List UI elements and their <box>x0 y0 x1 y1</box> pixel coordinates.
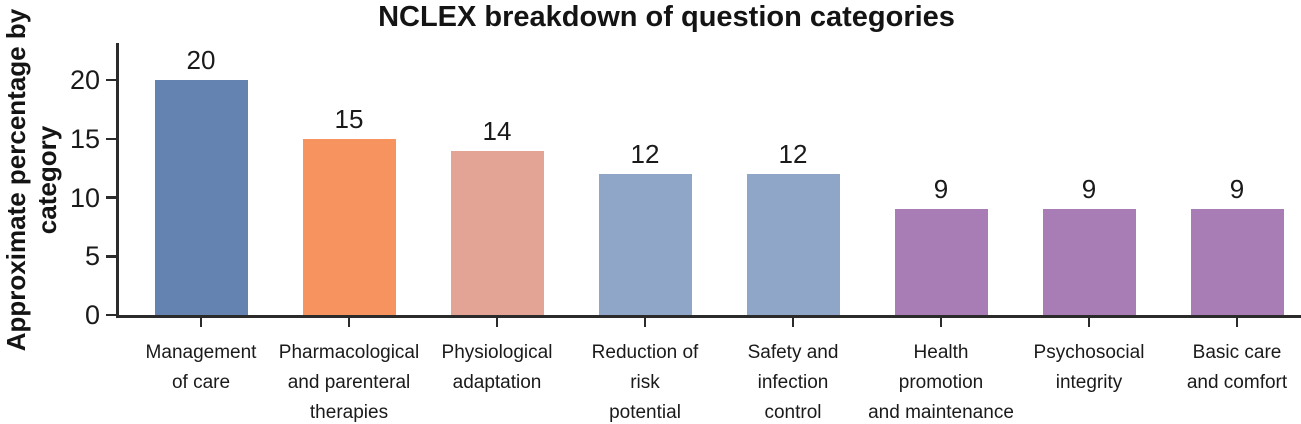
y-tick-label: 10 <box>69 182 100 213</box>
x-category-label: Basic care and comfort <box>1155 338 1301 398</box>
y-tick-mark <box>106 137 116 140</box>
bar <box>302 138 396 315</box>
x-category-label-line: risk <box>630 372 660 393</box>
x-category-label-line: Safety and <box>747 342 839 363</box>
x-category-label-line: of care <box>171 372 231 393</box>
bar-value-label: 9 <box>1229 174 1245 205</box>
x-category-label-line: promotion <box>898 372 984 393</box>
bar-value-label: 12 <box>778 139 808 169</box>
y-tick-label: 15 <box>69 123 100 154</box>
bar-value-label: 9 <box>1081 174 1097 205</box>
x-category-label-line: integrity <box>1055 372 1123 393</box>
x-category-label-line: potential <box>609 402 681 423</box>
x-category-label-line: and maintenance <box>868 402 1014 423</box>
y-tick-label: 0 <box>84 300 100 330</box>
bar-value-label: 9 <box>933 174 949 205</box>
x-category-label-line: adaptation <box>452 372 542 393</box>
x-category-label: Pharmacological and parenteral therapies <box>267 338 431 424</box>
bar-value-label: 14 <box>482 115 512 146</box>
x-category-label: Reduction of risk potential <box>563 338 727 424</box>
bar <box>746 174 840 315</box>
y-tick-mark <box>106 313 116 317</box>
y-tick-label: 5 <box>84 241 100 272</box>
x-axis-line <box>116 315 1301 318</box>
bar-value-label: 12 <box>630 139 660 169</box>
y-tick-mark <box>106 196 116 199</box>
x-category-label-line: Basic care <box>1192 342 1282 363</box>
x-category-label-line: Health <box>913 342 969 363</box>
bar <box>154 80 248 315</box>
x-category-label-line: Physiological <box>441 342 553 363</box>
x-category-label-line: Management <box>145 342 257 363</box>
x-tick-mark <box>791 317 795 327</box>
bar <box>894 209 988 315</box>
bar-value-label: 20 <box>186 45 216 75</box>
x-category-label-line: Psychosocial <box>1033 342 1145 363</box>
bar <box>598 174 692 315</box>
x-tick-mark <box>495 317 499 327</box>
x-category-label: Physiological adaptation <box>415 338 579 398</box>
bar <box>450 150 544 315</box>
bar <box>1190 209 1284 315</box>
chart-title: NCLEX breakdown of question categories <box>378 1 955 33</box>
x-category-label: Health promotion and maintenance <box>859 338 1023 424</box>
y-axis-line <box>116 43 119 317</box>
x-tick-mark <box>347 317 351 327</box>
y-tick-mark <box>106 255 116 258</box>
x-category-label-line: control <box>764 402 822 423</box>
x-tick-mark <box>199 317 203 327</box>
x-category-label-line: and comfort <box>1186 372 1288 393</box>
x-category-label-line: Reduction of <box>591 342 699 363</box>
bar <box>1042 209 1136 315</box>
y-tick-label: 20 <box>69 65 100 95</box>
x-category-label: Psychosocial integrity <box>1007 338 1171 398</box>
x-category-label-line: infection <box>757 372 829 393</box>
x-category-label: Safety and infection control <box>711 338 875 424</box>
x-tick-mark <box>643 317 647 327</box>
x-category-label: Management of care <box>119 338 283 398</box>
x-category-label-line: Pharmacological <box>278 342 420 363</box>
y-tick-mark <box>106 78 116 82</box>
x-tick-mark <box>1235 317 1239 327</box>
x-category-label-line: and parenteral <box>287 372 411 393</box>
x-tick-mark <box>939 317 943 327</box>
x-tick-mark <box>1087 317 1091 327</box>
x-category-label-line: therapies <box>309 402 389 423</box>
y-axis-label-line-1: Approximate percentage <box>1 46 31 352</box>
bar-value-label: 15 <box>334 103 364 134</box>
